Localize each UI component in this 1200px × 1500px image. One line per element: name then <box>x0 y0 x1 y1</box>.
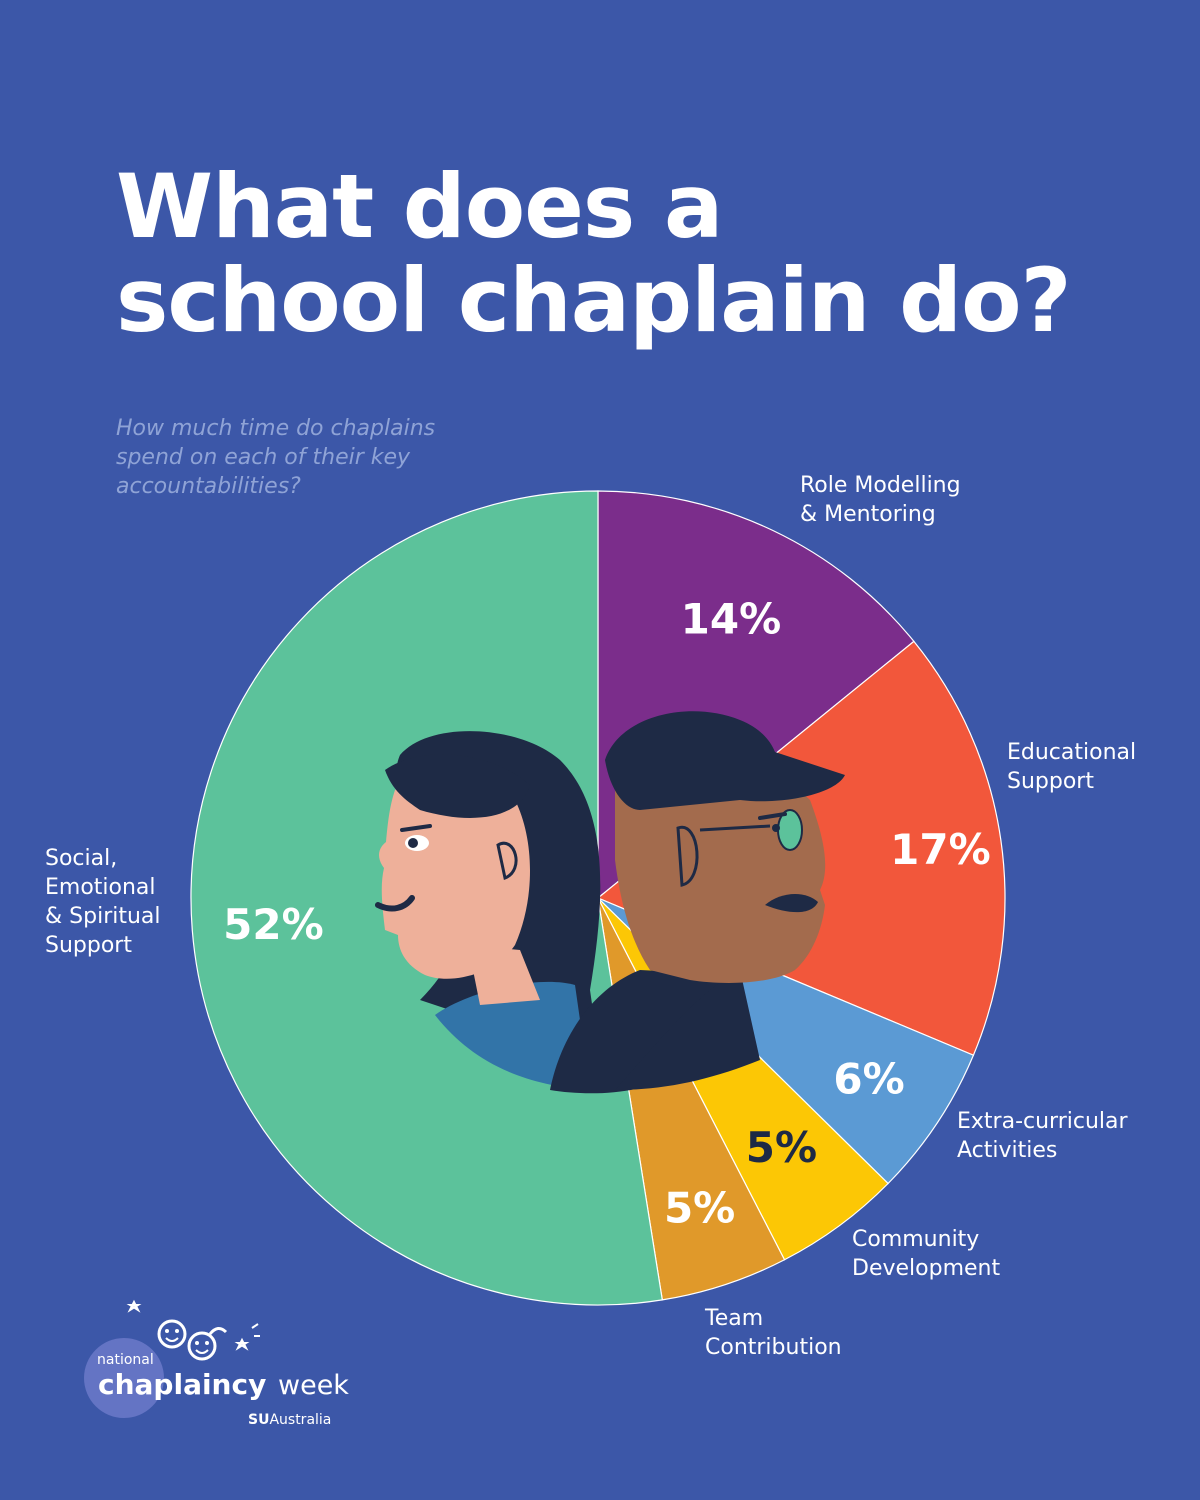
woman-chaplain-icon <box>375 731 601 1090</box>
value-label-role-modelling: 14% <box>681 595 782 644</box>
value-label-team-contribution: 5% <box>664 1183 735 1232</box>
category-label-line: Role Modelling <box>800 473 961 498</box>
logo-circle <box>84 1338 164 1418</box>
category-label-line: Community <box>852 1227 980 1252</box>
category-label-educational-support: Educational Support <box>1007 738 1136 796</box>
category-label-line: Support <box>1007 769 1094 794</box>
category-label-line: Emotional <box>45 875 156 900</box>
subtitle-line-3: accountabilities? <box>116 474 301 499</box>
value-label-community-development: 5% <box>746 1123 817 1172</box>
subtitle-line-2: spend on each of their key <box>116 445 411 470</box>
category-label-line: Activities <box>957 1138 1058 1163</box>
category-label-community-development: Community Development <box>852 1225 1000 1283</box>
category-label-social-emotional-spiritual: Social, Emotional & Spiritual Support <box>45 844 161 960</box>
value-label-educational-support: 17% <box>890 825 991 874</box>
category-label-team-contribution: Team Contribution <box>705 1304 842 1362</box>
page-title: What does a school chaplain do? <box>116 160 1156 348</box>
chart-subtitle: How much time do chaplains spend on each… <box>116 414 536 501</box>
smiling-faces-icon <box>126 1299 260 1361</box>
logo-national-text: national <box>97 1352 154 1368</box>
category-label-extra-curricular: Extra-curricular Activities <box>957 1107 1128 1165</box>
category-label-line: Support <box>45 933 132 958</box>
category-label-line: & Spiritual <box>45 904 161 929</box>
su-australia-logo: SUAustralia <box>248 1412 331 1428</box>
title-line-2: school chaplain do? <box>116 249 1072 352</box>
category-label-role-modelling: Role Modelling & Mentoring <box>800 471 961 529</box>
category-label-line: Social, <box>45 846 118 871</box>
subtitle-line-1: How much time do chaplains <box>116 416 436 441</box>
logo-chaplaincy-text: chaplaincy <box>98 1368 267 1401</box>
value-label-social-emotional-spiritual: 52% <box>223 900 324 949</box>
value-labels: 14% 17% 6% 5%5% 52% <box>223 595 991 1233</box>
category-label-line: Educational <box>1007 740 1137 765</box>
category-label-line: Contribution <box>705 1335 842 1360</box>
category-label-line: Extra-curricular <box>957 1109 1128 1134</box>
title-line-1: What does a <box>116 155 723 258</box>
chaplains-illustration <box>375 711 845 1094</box>
australia-text: Australia <box>269 1412 332 1428</box>
category-label-line: Development <box>852 1256 1001 1281</box>
national-chaplaincy-week-logo: national chaplaincy week SUAustralia <box>82 1298 382 1448</box>
category-label-line: Team <box>705 1306 764 1331</box>
su-text: SU <box>248 1412 270 1428</box>
category-label-line: & Mentoring <box>800 502 936 527</box>
value-label-extra-curricular: 6% <box>833 1054 904 1103</box>
logo-week-text: week <box>278 1370 349 1401</box>
man-chaplain-icon <box>550 711 845 1094</box>
